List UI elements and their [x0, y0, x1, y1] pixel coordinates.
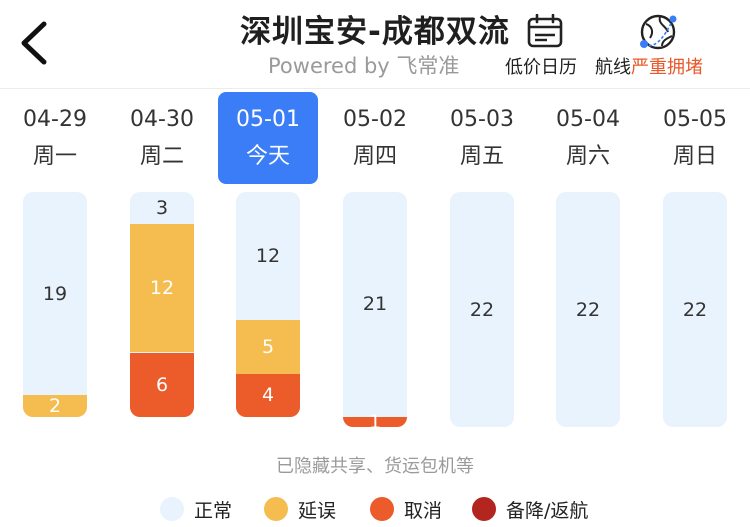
legend-label: 取消	[404, 499, 443, 522]
bar-segment-cancel: 1	[343, 411, 407, 427]
status-bar-05-01[interactable]: 12 5 4	[236, 192, 300, 417]
bar-segment-delay: 12	[130, 224, 194, 353]
legend-item: 备降/返航	[472, 496, 588, 522]
legend-swatch	[370, 497, 394, 521]
date-tab-05-01[interactable]: 05-01 今天	[218, 92, 318, 184]
legend-item: 正常	[160, 496, 232, 522]
date-tab-05-02[interactable]: 05-02 周四	[325, 92, 425, 184]
legend-label: 延误	[298, 499, 337, 522]
status-bar-05-03[interactable]: 22	[450, 192, 514, 428]
date-tab-05-04[interactable]: 05-04 周六	[538, 92, 638, 184]
bar-segment-normal: 22	[682, 298, 708, 321]
weekday-label: 周四	[352, 144, 397, 169]
calendar-icon[interactable]	[527, 14, 563, 48]
date-tab-05-03[interactable]: 05-03 周五	[432, 92, 532, 184]
weekday-label: 周二	[139, 144, 184, 169]
legend-label: 备降/返航	[506, 499, 589, 522]
weekday-label: 今天	[245, 144, 290, 169]
bar-segment-normal: 21	[362, 293, 388, 316]
route-status-button[interactable]: 航线严重拥堵	[595, 53, 703, 79]
legend-swatch	[264, 497, 288, 521]
bar-segment-cancel: 4	[236, 373, 300, 417]
bar-segment-normal: 22	[575, 298, 601, 321]
date-tab-05-05[interactable]: 05-05 周日	[645, 92, 745, 184]
date-label: 05-03	[450, 107, 514, 132]
header-divider	[0, 88, 750, 89]
bar-segment-normal: 3	[155, 197, 169, 220]
date-label: 05-02	[343, 107, 407, 132]
weekday-label: 周六	[565, 144, 610, 169]
status-bar-05-02[interactable]: 21 1	[343, 192, 407, 428]
hidden-flights-note: 已隐藏共享、货运包机等	[276, 456, 474, 477]
status-bar-04-30[interactable]: 3 12 6	[130, 192, 194, 417]
status-bar-04-29[interactable]: 19 2	[23, 192, 87, 417]
date-tab-04-30[interactable]: 04-30 周二	[112, 92, 212, 184]
legend-label: 正常	[194, 499, 233, 522]
weekday-label: 周五	[459, 144, 504, 169]
low-price-calendar-button[interactable]: 低价日历	[505, 57, 577, 78]
legend-swatch	[160, 497, 184, 521]
powered-by-text: Powered by 飞常准	[268, 54, 460, 78]
status-bar-05-05[interactable]: 22	[663, 192, 727, 428]
bar-segment-normal: 12	[255, 245, 281, 268]
bar-segment-normal: 19	[42, 282, 68, 305]
date-label: 05-04	[556, 107, 620, 132]
status-bar-05-04[interactable]: 22	[556, 192, 620, 428]
bar-segment-normal: 22	[469, 298, 495, 321]
globe-route-icon[interactable]	[638, 12, 678, 52]
route-label: 航线	[595, 57, 631, 78]
date-label: 04-29	[23, 107, 87, 132]
bar-segment-cancel: 6	[130, 352, 194, 417]
bar-segment-delay: 5	[236, 320, 300, 374]
back-arrow-icon[interactable]	[14, 18, 54, 68]
bar-segment-delay: 2	[23, 395, 87, 417]
legend-swatch	[472, 497, 496, 521]
weekday-label: 周日	[672, 144, 717, 169]
date-tab-04-29[interactable]: 04-29 周一	[5, 92, 105, 184]
route-status-value: 严重拥堵	[631, 57, 703, 78]
weekday-label: 周一	[32, 144, 77, 169]
page-title: 深圳宝安-成都双流	[240, 14, 510, 50]
legend-item: 延误	[264, 496, 336, 522]
header-bar: 深圳宝安-成都双流 Powered by 飞常准 低价日历 航线严重拥堵	[0, 0, 750, 88]
date-label: 05-01	[236, 107, 300, 132]
date-label: 05-05	[663, 107, 727, 132]
legend-item: 取消	[370, 496, 442, 522]
date-label: 04-30	[130, 107, 194, 132]
